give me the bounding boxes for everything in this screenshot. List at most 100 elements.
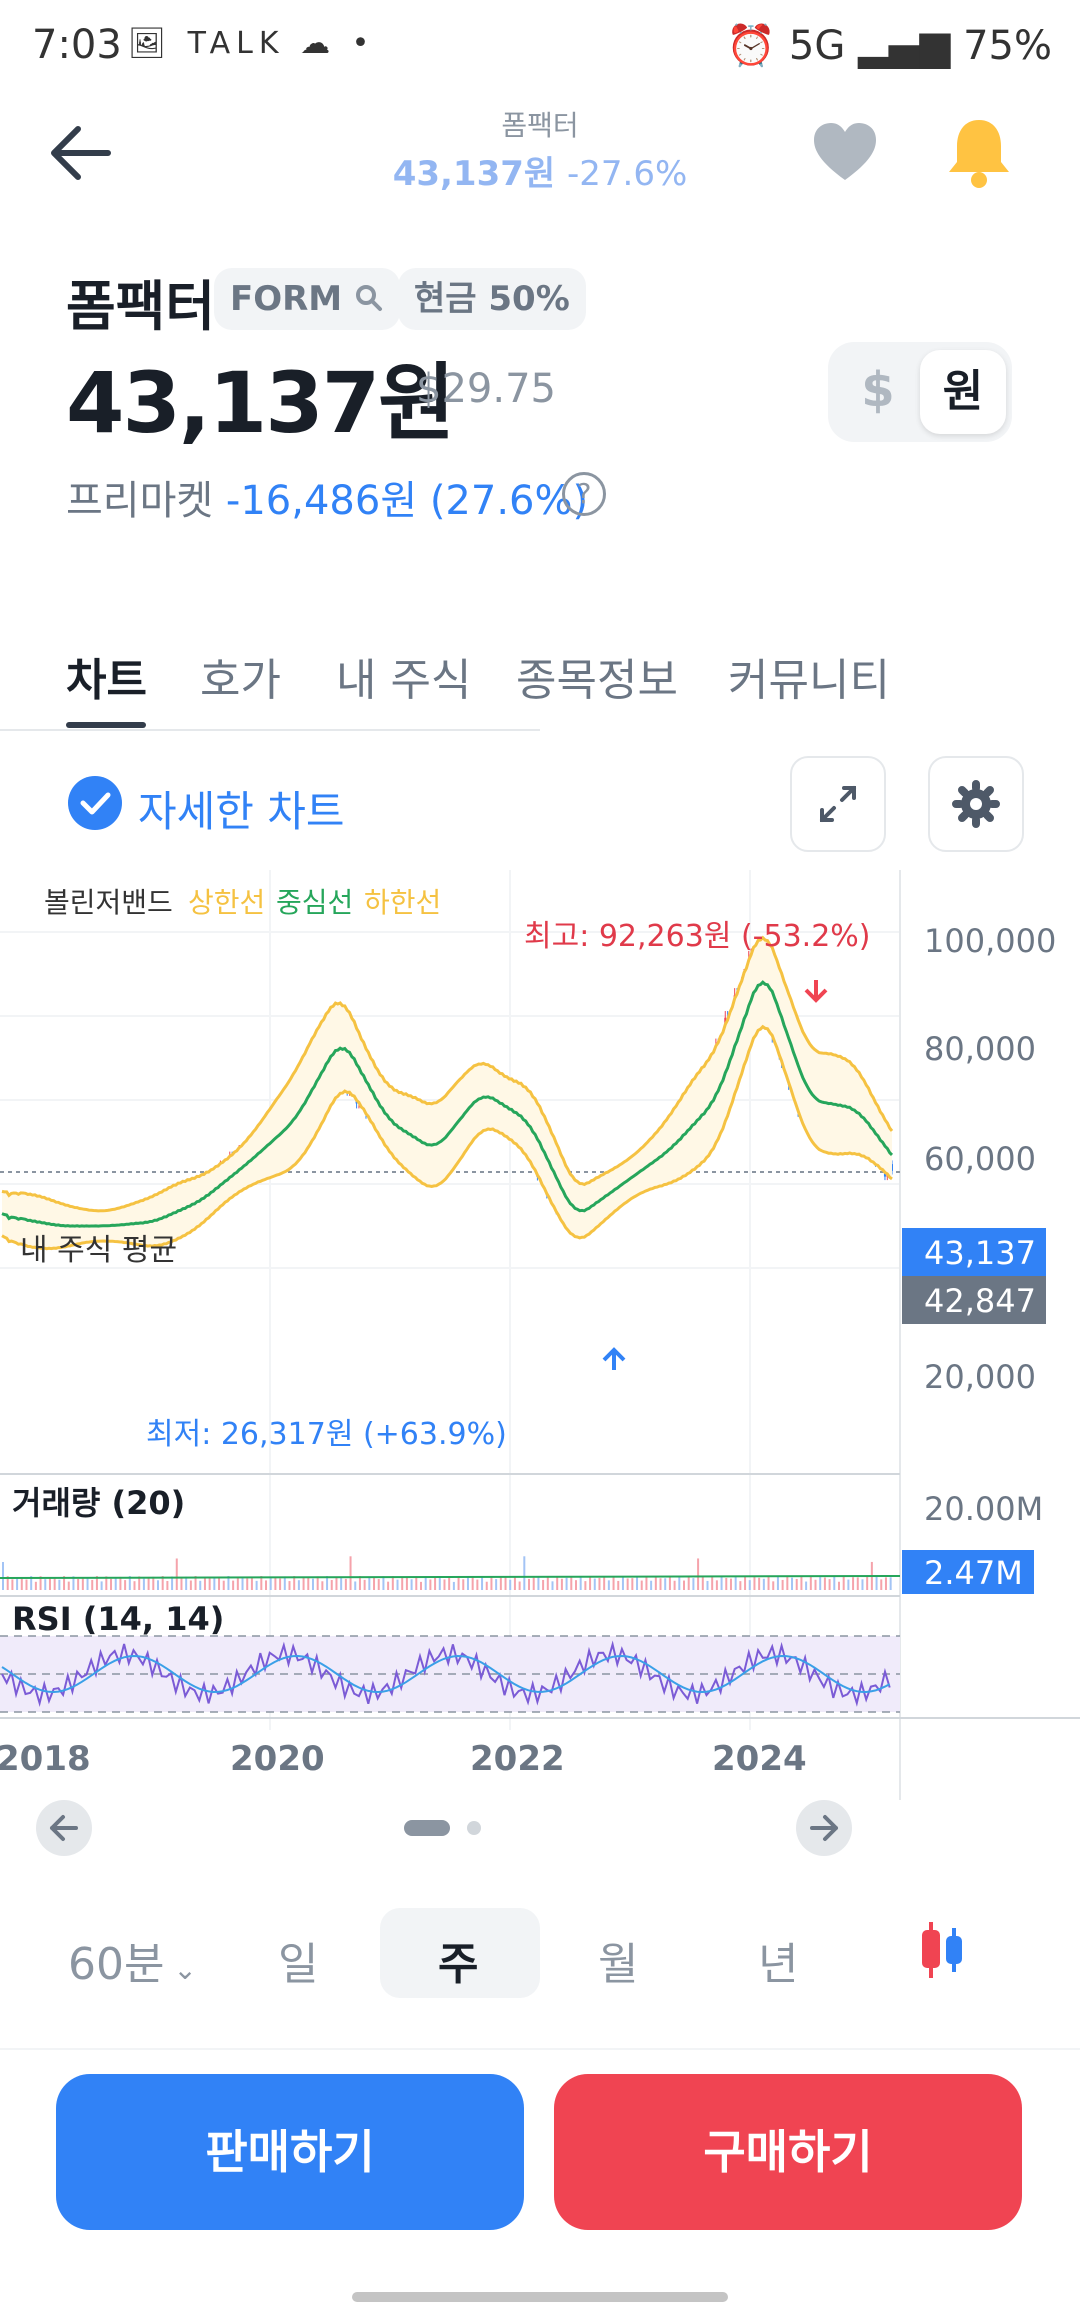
volume-bar [697,1558,700,1590]
volume-bar [786,1576,789,1590]
volume-bar [326,1576,329,1590]
volume-bar [344,1578,347,1590]
volume-bar [321,1581,324,1590]
volume-bar [795,1578,798,1590]
detailed-chart-toggle[interactable]: 자세한 차트 [138,787,345,836]
heart-icon[interactable] [810,118,880,188]
tab-orderbook[interactable]: 호가 [200,655,281,706]
expand-chart-button[interactable] [790,756,886,852]
tab-chart[interactable]: 차트 [66,655,147,706]
volume-bar [358,1576,361,1590]
chart-prev-button[interactable] [36,1800,92,1856]
volume-bar [781,1579,784,1590]
volume-bar [650,1580,653,1590]
y-tick-60000: 60,000 [924,1140,1036,1178]
volume-bar [668,1576,671,1590]
currency-won-option[interactable]: 원 [920,350,1006,434]
volume-bar [95,1576,98,1590]
expand-icon [820,786,856,822]
period-year[interactable]: 년 [758,1939,799,1990]
volume-bar [476,1579,479,1590]
volume-bar [729,1578,732,1590]
volume-bar [166,1580,169,1590]
sell-button[interactable]: 판매하기 [56,2074,524,2230]
y-tick-100000: 100,000 [924,922,1056,960]
volume-bar [753,1576,756,1590]
volume-bar [504,1577,507,1590]
period-day[interactable]: 일 [278,1939,319,1990]
chart-settings-button[interactable] [928,756,1024,852]
volume-bar [687,1576,690,1590]
current-price-tag: 43,137 [924,1234,1036,1272]
volume-bar [100,1581,103,1590]
volume-bar [715,1580,718,1590]
volume-bar [161,1576,164,1590]
stock-chart[interactable]: 볼린저밴드 상한선 중심선 하한선 최고: 92,263원 (-53.2%) 최… [0,870,1080,1800]
ticker-search-tag[interactable]: FORM [214,268,400,330]
volume-bar [16,1577,19,1590]
tab-my-stock[interactable]: 내 주식 [336,655,472,706]
volume-bar [415,1576,418,1590]
volume-bar [2,1562,4,1590]
tab-stock-info[interactable]: 종목정보 [516,655,678,706]
volume-average-line [0,1575,901,1579]
volume-bar [156,1580,159,1590]
notification-icons: 🖼 TALK ☁ • [128,26,376,61]
avg-price-tag: 42,847 [924,1282,1036,1320]
usd-price: $29.75 [416,366,556,412]
volume-bar [513,1576,516,1590]
legend-lower: 하한선 [364,886,441,919]
volume-bar [330,1580,333,1590]
volume-bar [429,1579,432,1590]
bollinger-bands [1,935,894,1251]
period-month[interactable]: 월 [598,1939,639,1990]
volume-bar [828,1579,831,1590]
volume-bar [297,1580,300,1590]
volume-bar [819,1577,822,1590]
candle-type-icon[interactable] [916,1920,968,1984]
home-indicator[interactable] [352,2292,728,2302]
buy-button[interactable]: 구매하기 [554,2074,1022,2230]
volume-bar [241,1578,244,1590]
low-label: 최저: 26,317원 (+63.9%) [146,1417,507,1452]
page-indicator [404,1818,484,1842]
volume-bar [593,1578,596,1590]
tab-community[interactable]: 커뮤니티 [728,655,890,706]
volume-bar [701,1576,704,1590]
volume-bar [194,1576,197,1590]
volume-bar [279,1578,282,1590]
volume-bar [725,1577,728,1590]
volume-bar [382,1576,385,1590]
volume-bar [203,1576,206,1590]
volume-bar [847,1579,850,1590]
currency-usd-option[interactable]: $ [861,362,895,418]
period-minute-dropdown[interactable]: 60분 ⌄ [68,1939,197,1990]
legend-upper: 상한선 [188,886,265,919]
chart-next-button[interactable] [796,1800,852,1856]
help-icon[interactable]: ? [562,472,606,516]
volume-bar [373,1577,376,1590]
volume-bar [767,1576,770,1590]
bell-icon[interactable] [944,114,1014,190]
volume-bar [762,1578,765,1590]
back-arrow-icon[interactable] [46,118,116,188]
volume-bar [617,1580,620,1590]
volume-bar [11,1579,14,1590]
volume-bar [307,1577,310,1590]
period-week[interactable]: 주 [438,1939,479,1990]
volume-bar [67,1581,70,1590]
volume-bar [791,1577,794,1590]
volume-bar [692,1578,695,1590]
volume-bar [114,1577,117,1590]
high-label: 최고: 92,263원 (-53.2%) [524,919,871,954]
volume-bar [748,1580,751,1590]
volume-bar [58,1579,61,1590]
volume-bar [410,1579,413,1590]
volume-bar [6,1576,9,1590]
volume-bar [800,1576,803,1590]
volume-bar [612,1576,615,1590]
check-icon[interactable] [68,776,122,830]
volume-bar [584,1581,587,1590]
volume-bar [443,1579,446,1590]
search-icon [354,279,384,319]
